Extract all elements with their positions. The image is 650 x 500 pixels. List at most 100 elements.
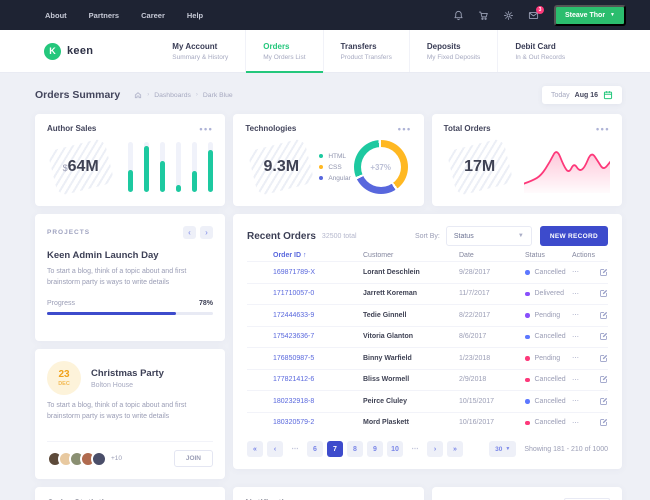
cell-status: Cancelled [525, 269, 572, 276]
topbar-link-help[interactable]: Help [186, 10, 204, 20]
prev-project-button[interactable]: ‹ [183, 226, 196, 239]
gear-icon[interactable] [503, 10, 514, 21]
cart-icon[interactable] [478, 10, 489, 21]
event-avatars [47, 450, 107, 467]
next-project-button[interactable]: › [200, 226, 213, 239]
column-customer[interactable]: Customer [363, 252, 394, 259]
cell-order-id[interactable]: 175423636-7 [273, 333, 315, 341]
row-more-icon[interactable]: ⋯ [572, 376, 580, 384]
topbar-link-partners[interactable]: Partners [88, 10, 120, 20]
cell-order-id[interactable]: 180320579-2 [273, 419, 315, 427]
card-menu-icon[interactable]: ••• [199, 123, 214, 134]
page-button-9[interactable]: 9 [367, 441, 383, 457]
total-orders-line-chart [522, 141, 611, 193]
cell-order-id[interactable]: 171710057-0 [273, 290, 315, 298]
cell-actions: ⋯ [572, 354, 608, 363]
column-order-id[interactable]: Order ID ↑ [273, 252, 307, 259]
page-button-8[interactable]: 8 [347, 441, 363, 457]
nav-item-transfers[interactable]: Transfers Product Transfers [322, 30, 409, 72]
cell-date: 8/6/2017 [459, 333, 487, 341]
card-menu-icon[interactable]: ••• [397, 123, 412, 134]
orders-total: 32500 total [321, 232, 357, 240]
bar [144, 142, 150, 192]
per-page-select[interactable]: 30 ▼ [489, 441, 517, 457]
first-page-button[interactable]: « [247, 441, 263, 457]
row-more-icon[interactable]: ⋯ [572, 333, 580, 341]
table-row[interactable]: 171710057-0 Jarrett Koreman 11/7/2017 Deliv… [247, 282, 608, 305]
next-page-button[interactable]: › [427, 441, 443, 457]
cell-order-id[interactable]: 177821412-6 [273, 376, 315, 384]
edit-icon[interactable] [599, 268, 608, 277]
card-menu-icon[interactable]: ••• [596, 123, 610, 134]
new-record-button[interactable]: NEW RECORD [539, 226, 608, 246]
nav-item-orders[interactable]: Orders My Orders List [245, 30, 323, 73]
breadcrumb-item-dark-blue[interactable]: Dark Blue [202, 91, 233, 99]
nav-item-deposits[interactable]: Deposits My Fixed Deposits [408, 30, 497, 72]
status-label: Cancelled [534, 268, 566, 276]
mail-icon[interactable]: 3 [528, 5, 544, 21]
page-button-10[interactable]: 10 [387, 441, 403, 457]
card-title: Technologies [245, 124, 297, 133]
page-button-7[interactable]: 7 [327, 441, 343, 457]
donut-center-label: +37% [360, 147, 401, 187]
cell-status: Pending [525, 355, 572, 362]
edit-icon[interactable] [599, 311, 608, 320]
all-files-button[interactable]: ALL FILES [564, 498, 610, 500]
date-picker[interactable]: Today Aug 16 [541, 86, 622, 104]
row-more-icon[interactable]: ⋯ [572, 398, 580, 406]
cell-order-id[interactable]: 176850987-5 [273, 354, 315, 362]
cell-order-id[interactable]: 180232918-8 [273, 397, 315, 405]
brand-logo[interactable]: K keen [26, 30, 93, 72]
status-dot [525, 399, 530, 404]
column-status[interactable]: Status [525, 252, 545, 259]
progress-bar [47, 311, 213, 315]
legend-item-css: CSS [319, 164, 350, 171]
edit-icon[interactable] [599, 354, 608, 363]
table-row[interactable]: 180232918-8 Peirce Cluley 10/15/2017 Cancel… [247, 390, 608, 412]
row-more-icon[interactable]: ⋯ [572, 419, 580, 427]
home-icon[interactable] [134, 91, 142, 99]
column-date[interactable]: Date [459, 252, 474, 259]
table-header: Order ID ↑ Customer Date Status Actions [247, 250, 608, 261]
table-row[interactable]: 176850987-5 Binny Warfield 1/23/2018 Pendin… [247, 347, 608, 369]
topbar-link-about[interactable]: About [45, 10, 67, 20]
sort-select[interactable]: Status ▼ [445, 226, 532, 246]
status-dot [525, 270, 530, 275]
nav-item-my-account[interactable]: My Account Summary & History [155, 30, 245, 72]
breadcrumb-item-dashboards[interactable]: Dashboards [154, 91, 191, 99]
row-more-icon[interactable]: ⋯ [572, 290, 580, 298]
cell-order-id[interactable]: 169871789-X [273, 268, 316, 276]
edit-icon[interactable] [599, 332, 608, 341]
row-more-icon[interactable]: ⋯ [572, 269, 580, 277]
nav-item-sublabel: My Orders List [263, 53, 306, 61]
main-grid: PROJECTS ‹ › Keen Admin Launch Day To st… [35, 214, 622, 479]
table-row[interactable]: 172444633-9 Tedie Ginnell 8/22/2017 Pending… [247, 304, 608, 326]
edit-icon[interactable] [599, 375, 608, 384]
avatars-extra-count: +10 [111, 455, 123, 462]
cell-customer: Tedie Ginnell [363, 311, 407, 319]
table-row[interactable]: 175423636-7 Vitoria Glanton 8/6/2017 Cancel… [247, 325, 608, 348]
row-more-icon[interactable]: ⋯ [572, 312, 580, 320]
author-sales-card: Author Sales ••• $64M [35, 114, 226, 206]
edit-icon[interactable] [599, 397, 608, 406]
table-row[interactable]: 180320579-2 Mord Plaskett 10/16/2017 Cancel… [247, 411, 608, 434]
join-button[interactable]: JOIN [173, 450, 213, 467]
page-button-6[interactable]: 6 [307, 441, 323, 457]
prev-page-button[interactable]: ‹ [267, 441, 283, 457]
cell-order-id[interactable]: 172444633-9 [273, 311, 315, 319]
progress-value: 78% [198, 299, 213, 307]
user-menu-button[interactable]: Steave Thor ▼ [553, 4, 626, 26]
last-page-button[interactable]: » [447, 441, 463, 457]
topbar-link-career[interactable]: Career [141, 10, 165, 20]
bell-icon[interactable] [453, 10, 464, 21]
cell-status: Cancelled [525, 398, 572, 405]
technologies-card: Technologies ••• 9.3M HTML CSS Angular +37… [233, 114, 424, 206]
edit-icon[interactable] [599, 418, 608, 427]
row-more-icon[interactable]: ⋯ [572, 355, 580, 363]
edit-icon[interactable] [599, 289, 608, 298]
nav-item-debit-card[interactable]: Debit Card In & Out Records [497, 30, 582, 72]
table-row[interactable]: 169871789-X Lorant Deschlein 9/28/2017 Canc… [247, 261, 608, 283]
content: Orders Summary › Dashboards › Dark Blue … [0, 86, 650, 500]
table-row[interactable]: 177821412-6 Bliss Wormell 2/9/2018 Cancelle… [247, 368, 608, 391]
cell-status: Cancelled [525, 333, 572, 340]
